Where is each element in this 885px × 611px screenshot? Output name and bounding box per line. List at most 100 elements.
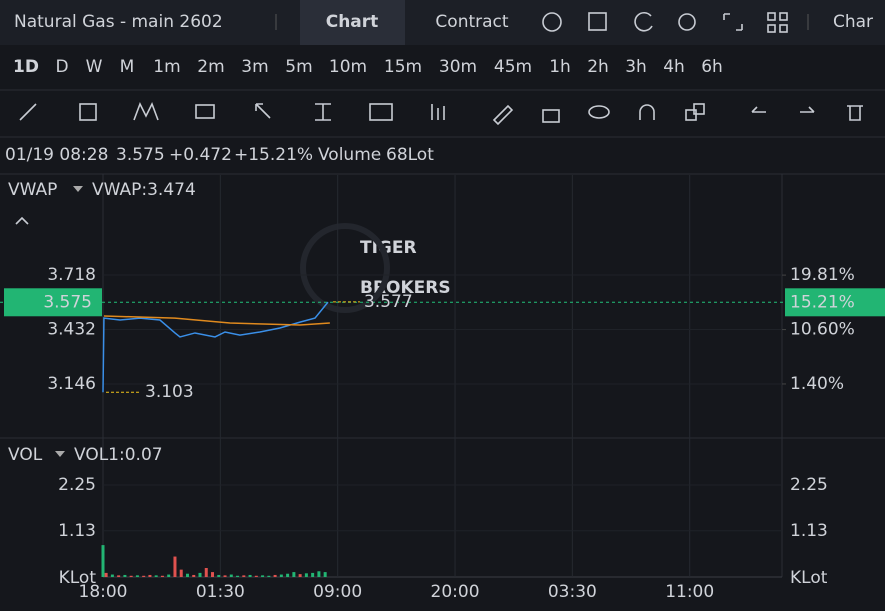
quote-change: +0.472 [169,145,232,165]
top-bar [0,0,885,45]
y2-tick-label: 19.81% [790,265,855,285]
tab[interactable]: Chart [326,12,379,32]
timeframe[interactable]: 10m [329,57,367,77]
low-label: 3.103 [145,382,194,402]
timeframe[interactable]: 4h [663,57,685,77]
volume-bar [323,572,327,577]
volume-bar [179,569,183,577]
volume-bar [311,572,315,577]
y-tick-label: 1.13 [58,521,96,541]
quote-price: 3.575 [116,145,165,165]
y2-tick-label: 1.13 [790,521,828,541]
volume-bar [292,572,296,577]
x-tick-label: 20:00 [431,582,480,602]
timeframe[interactable]: 45m [494,57,532,77]
timeframe[interactable]: 1m [153,57,180,77]
quote-volume-label: Volume [318,145,381,165]
active-tab[interactable] [300,0,405,45]
current-price: 3.575 [43,292,92,312]
volume-bar [304,573,308,577]
x-tick-label: 09:00 [313,582,362,602]
timeframe[interactable]: 1D [13,57,39,77]
volume-bar [273,574,277,577]
volume-bar [117,575,121,577]
indicator[interactable]: VOL [8,445,43,465]
y2-tick-label: 10.60% [790,320,855,340]
unit-label: KLot [790,568,828,588]
volume-bar [110,574,114,577]
volume-bar [173,556,177,577]
timeframe[interactable]: 15m [384,57,422,77]
volume-bar [185,573,189,577]
y-tick-label: 2.25 [58,475,96,495]
volume-bar [248,574,252,577]
timeframe[interactable]: 2h [587,57,609,77]
collapse[interactable] [15,216,29,225]
y2-tick-label: 1.40% [790,374,844,394]
tab[interactable]: Contract [435,12,508,32]
volume-bar [160,575,164,577]
timeframe[interactable]: W [86,57,103,77]
volume-bar [204,568,208,577]
y-tick-label: 3.718 [47,265,96,285]
timeframe[interactable]: 2m [197,57,224,77]
volume-bar [242,575,246,577]
y2-tick-label: 2.25 [790,475,828,495]
volume-bar [211,572,215,577]
volume-bar [142,575,146,577]
volume-bar [317,571,321,577]
volume-bar [123,574,127,577]
volume-bar [129,575,133,577]
volume-bar [279,574,283,577]
volume-bar [198,572,202,577]
volume-bar [135,575,139,577]
quote-volume: 68Lot [386,145,434,165]
high-label: 3.577 [364,292,413,312]
timeframe[interactable]: 3m [241,57,268,77]
volume-bar [217,574,221,577]
timeframe[interactable]: 6h [701,57,723,77]
volume-bar [286,573,290,577]
watermark: TIGER [360,238,417,258]
watermark-logo [300,223,390,313]
volume-bar [261,575,265,577]
volume-bar [267,575,271,577]
quote-time: 01/19 08:28 [5,145,108,165]
indicator[interactable]: VWAP [8,180,57,200]
quote-change-pct: +15.21% [234,145,313,165]
timeframe[interactable]: 5m [285,57,312,77]
title: Natural Gas - main 2602 [14,12,223,32]
volume-bar [104,572,108,577]
timeframe[interactable]: M [120,57,135,77]
top-icons[interactable] [542,11,788,33]
more-tab[interactable]: Char [833,12,873,32]
timeframe[interactable]: 3h [625,57,647,77]
volume-bar [229,574,233,577]
volume-bar [298,574,302,577]
timeframe[interactable]: 1h [549,57,571,77]
dropdown[interactable] [55,451,65,457]
drawing-toolbar[interactable] [19,102,863,126]
y-tick-label: 3.146 [47,374,96,394]
volume-bar [167,574,171,577]
y-tick-label: 3.432 [47,320,96,340]
timeframe[interactable]: 30m [439,57,477,77]
volume-bar [236,575,240,577]
indicator-value: VOL1:0.07 [74,445,163,465]
x-tick-label: 01:30 [196,582,245,602]
volume-bar [101,545,105,577]
timeframe[interactable]: D [55,57,68,77]
volume-bar [254,575,258,577]
x-tick-label: 18:00 [79,582,128,602]
dropdown[interactable] [73,186,83,192]
volume-bar [223,575,227,577]
volume-bar [192,574,196,577]
current-price-box [4,288,102,317]
indicator-value: VWAP:3.474 [92,180,196,200]
current-pct-box [785,288,885,317]
current-pct: 15.21% [790,292,855,312]
price-line [103,315,330,326]
x-tick-label: 11:00 [665,582,714,602]
